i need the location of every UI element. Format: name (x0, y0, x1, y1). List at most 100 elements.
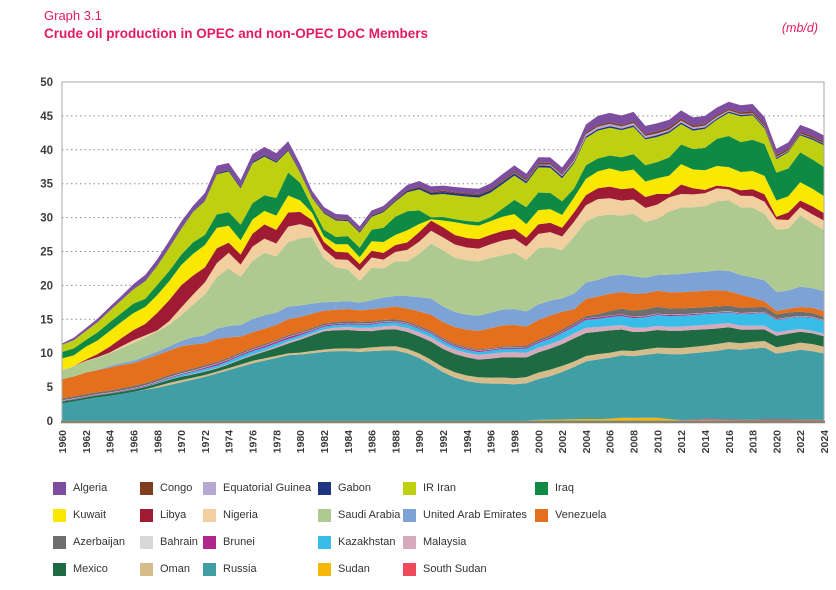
x-tick-label: 1996 (486, 430, 498, 454)
area-united-arab-emirates (62, 270, 824, 380)
y-tick-label: 45 (40, 111, 53, 123)
legend-label: Malaysia (423, 535, 467, 548)
legend-swatch-venezuela (535, 508, 548, 522)
y-tick-label: 25 (40, 247, 53, 259)
x-tick-label: 2016 (724, 430, 736, 454)
x-tick-label: 2004 (581, 430, 593, 454)
y-tick-label: 35 (40, 179, 53, 191)
legend-item-mexico: Mexico (53, 562, 108, 576)
legend-label: Venezuela (555, 508, 607, 521)
legend-label: United Arab Emirates (423, 508, 527, 521)
legend-item-bahrain: Bahrain (140, 535, 198, 549)
legend-label: Bahrain (160, 535, 198, 548)
legend-item-venezuela: Venezuela (535, 508, 606, 522)
x-tick-label: 1964 (105, 430, 117, 454)
x-tick-label: 1992 (438, 430, 450, 454)
legend-swatch-south-sudan (403, 562, 416, 576)
x-tick-label: 2006 (605, 430, 617, 454)
legend-item-congo: Congo (140, 481, 192, 495)
x-tick-label: 2024 (819, 430, 831, 454)
y-tick-label: 5 (47, 382, 54, 394)
legend-label: Brunei (223, 535, 255, 548)
chart-canvas: 0 5 10 15 20 25 30 35 40 45 50 1960 1962 1964 1966 1968… (40, 77, 831, 454)
y-tick-label: 0 (47, 416, 53, 428)
x-tick-label: 1980 (295, 430, 307, 454)
legend-item-equatorial-guinea: Equatorial Guinea (203, 481, 311, 495)
legend-item-kazakhstan: Kazakhstan (318, 535, 395, 549)
x-tick-label: 2018 (748, 430, 760, 454)
area-nigeria (62, 188, 824, 371)
page-title: Crude oil production in OPEC and non-OPE… (44, 26, 429, 41)
x-tick-label: 2014 (700, 430, 712, 454)
area-kazakhstan (62, 312, 824, 402)
x-tick-label: 1994 (462, 430, 474, 454)
legend-label: Gabon (338, 481, 372, 494)
x-tick-label: 2002 (557, 430, 569, 454)
area-saudi-arabia (62, 200, 824, 380)
y-tick-label: 20 (40, 280, 53, 292)
area-kuwait (62, 164, 824, 371)
legend-label: Nigeria (223, 508, 258, 521)
legend-swatch-ir-iran (403, 481, 416, 495)
legend-swatch-azerbaijan (53, 535, 66, 549)
x-tick-label: 1986 (367, 430, 379, 454)
legend-label: Kazakhstan (338, 535, 396, 548)
legend-item-kuwait: Kuwait (53, 508, 106, 522)
y-tick-label: 10 (40, 348, 53, 360)
x-tick-label: 1974 (224, 430, 236, 454)
legend-label: Russia (223, 562, 257, 575)
y-tick-label: 40 (40, 145, 53, 157)
legend-label: South Sudan (423, 562, 487, 575)
legend-item-russia: Russia (203, 562, 257, 576)
legend-swatch-gabon (318, 481, 331, 495)
legend-swatch-mexico (53, 562, 66, 576)
legend-swatch-bahrain (140, 535, 153, 549)
legend-label: Congo (160, 481, 193, 494)
x-tick-label: 1984 (343, 430, 355, 454)
legend-swatch-equatorial-guinea (203, 481, 216, 495)
legend-item-united-arab-emirates: United Arab Emirates (403, 508, 527, 522)
legend-label: Algeria (73, 481, 108, 494)
legend-swatch-sudan (318, 562, 331, 576)
chart-legend: Algeria Congo Equatorial Guinea Gabon IR Ira… (0, 472, 836, 590)
legend-swatch-algeria (53, 481, 66, 495)
x-tick-label: 2000 (533, 430, 545, 454)
x-tick-label: 2020 (771, 430, 783, 454)
stacked-area-chart: 0 5 10 15 20 25 30 35 40 45 50 1960 1962 1964 1966 1968… (0, 60, 836, 466)
legend-swatch-kuwait (53, 508, 66, 522)
legend-item-azerbaijan: Azerbaijan (53, 535, 125, 549)
area-mexico (62, 327, 824, 404)
legend-swatch-congo (140, 481, 153, 495)
legend-item-nigeria: Nigeria (203, 508, 258, 522)
legend-swatch-brunei (203, 535, 216, 549)
legend-label: Saudi Arabia (338, 508, 401, 521)
unit-label: (mb/d) (781, 21, 818, 35)
legend-swatch-iraq (535, 481, 548, 495)
legend-label: IR Iran (423, 481, 457, 494)
legend-swatch-libya (140, 508, 153, 522)
x-tick-label: 1966 (128, 430, 140, 454)
legend-swatch-russia (203, 562, 216, 576)
legend-item-algeria: Algeria (53, 481, 107, 495)
area-russia (62, 347, 824, 421)
y-tick-label: 15 (40, 314, 53, 326)
x-tick-label: 1988 (390, 430, 402, 454)
graph-number-label: Graph 3.1 (44, 8, 102, 23)
legend-item-sudan: Sudan (318, 562, 370, 576)
legend-label: Iraq (555, 481, 574, 494)
x-tick-label: 1970 (176, 430, 188, 454)
y-tick-label: 50 (40, 77, 53, 89)
legend-swatch-malaysia (403, 535, 416, 549)
legend-swatch-kazakhstan (318, 535, 331, 549)
legend-label: Azerbaijan (73, 535, 125, 548)
chart-header: Graph 3.1 Crude oil production in OPEC a… (44, 8, 816, 41)
legend-item-libya: Libya (140, 508, 186, 522)
legend-label: Sudan (338, 562, 370, 575)
area-sudan (62, 417, 824, 421)
x-tick-label: 1990 (414, 430, 426, 454)
legend-label: Kuwait (73, 508, 107, 521)
x-tick-label: 1962 (81, 430, 93, 454)
legend-item-ir-iran: IR Iran (403, 481, 456, 495)
area-venezuela (62, 290, 824, 399)
